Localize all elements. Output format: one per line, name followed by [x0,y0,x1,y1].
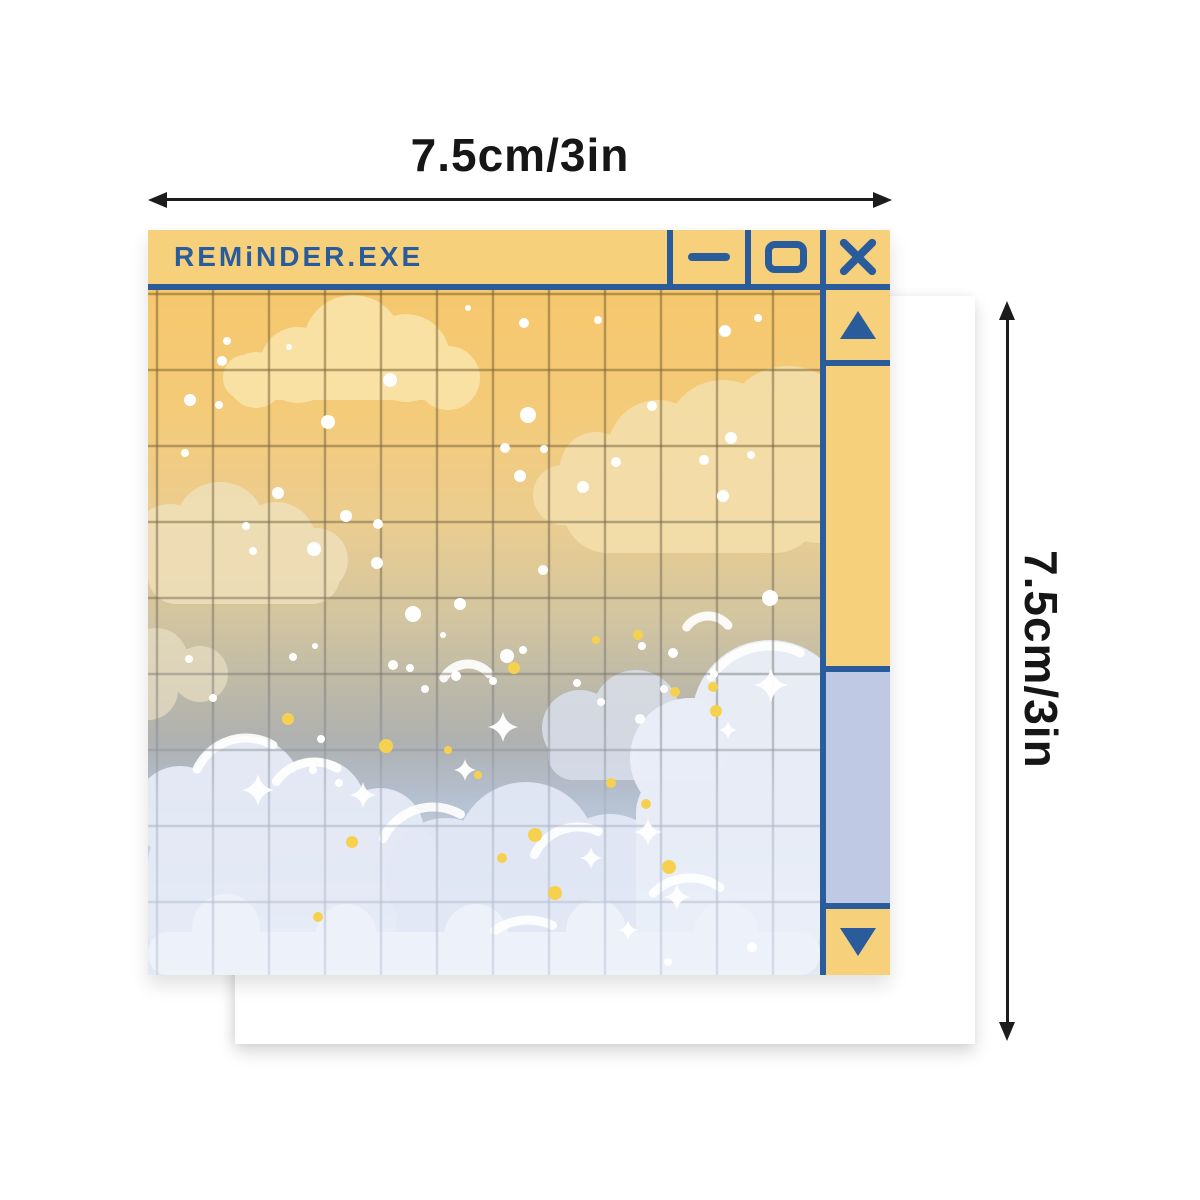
scrollbar-track[interactable] [826,672,890,903]
height-dimension-label: 7.5cm/3in [1015,550,1067,769]
window-titlebar[interactable]: REMiNDER.EXE [148,230,890,290]
close-button[interactable] [820,230,890,284]
scrollbar[interactable] [820,290,890,975]
close-icon [835,234,881,280]
maximize-button[interactable] [745,230,820,284]
reminder-window: REMiNDER.EXE [148,230,890,975]
maximize-icon [764,241,807,273]
arrow-up-icon [840,311,876,339]
arrow-bottom-icon [999,1022,1015,1041]
scrollbar-thumb[interactable] [826,366,890,672]
minimize-icon [688,253,730,261]
window-title: REMiNDER.EXE [174,241,424,272]
scroll-up-button[interactable] [826,290,890,366]
arrow-top-icon [999,301,1015,320]
titlebar-buttons [667,230,890,284]
arrow-down-icon [840,928,876,956]
minimize-button[interactable] [667,230,745,284]
width-dimension-label: 7.5cm/3in [410,129,630,181]
height-dimension-arrow [1006,318,1009,1024]
width-dimension-arrow [164,198,876,201]
arrow-left-icon [148,192,167,208]
window-body [148,290,890,975]
arrow-right-icon [873,192,892,208]
scroll-down-button[interactable] [826,903,890,975]
sky-clouds-artwork [148,290,820,975]
